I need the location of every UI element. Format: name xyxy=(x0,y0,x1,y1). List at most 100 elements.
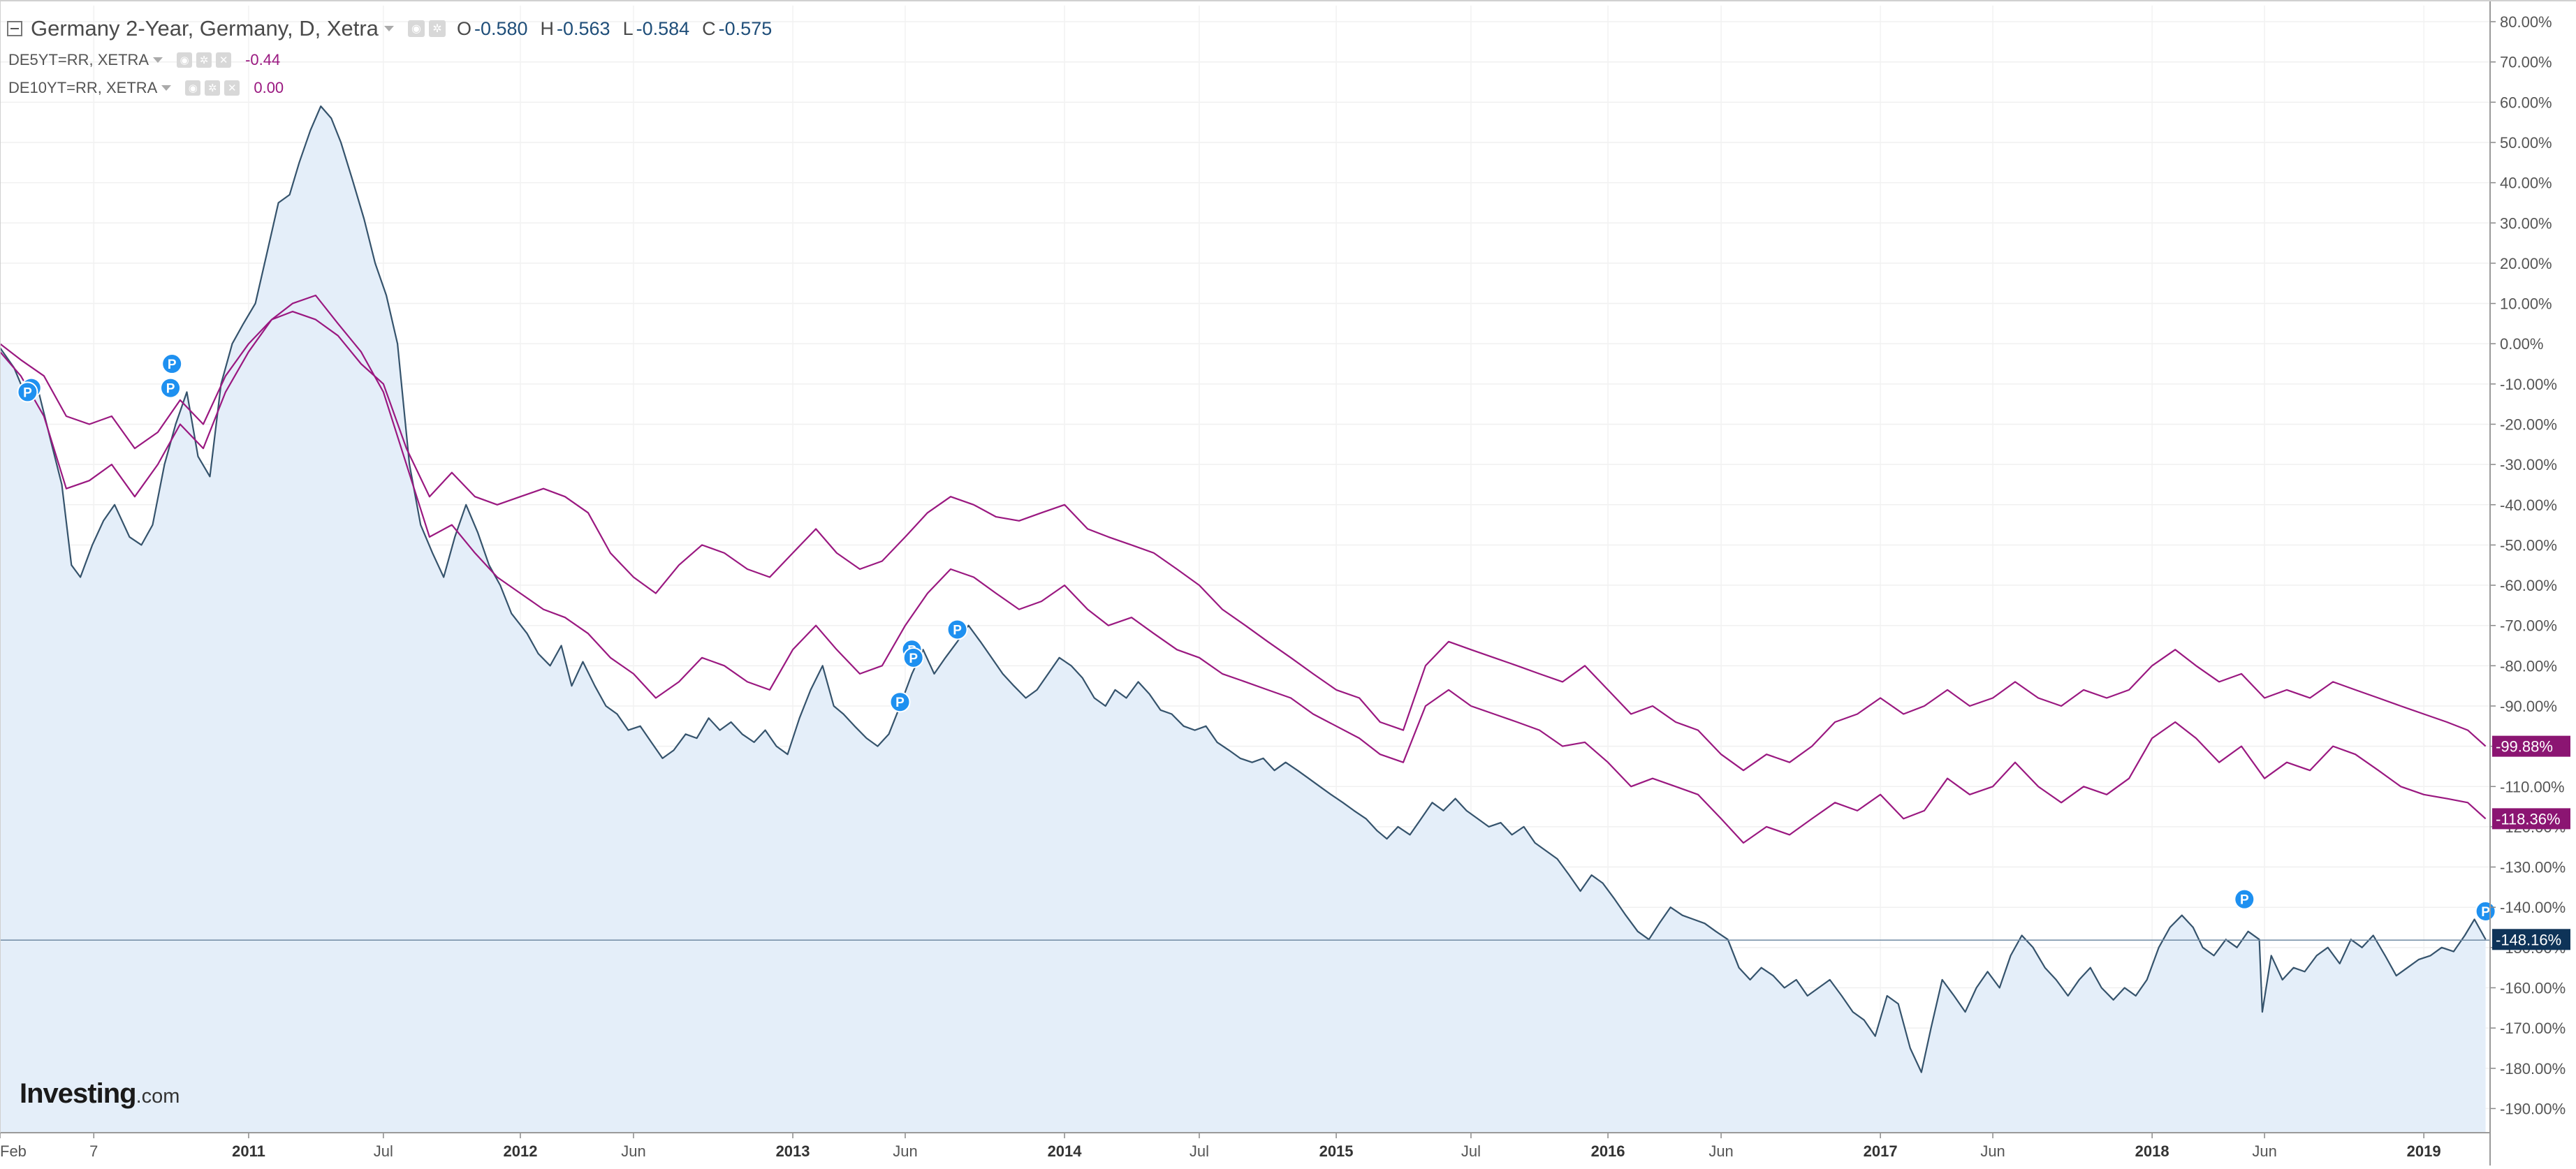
ohlc-close-value: -0.575 xyxy=(718,17,773,39)
y-tick-label: 10.00% xyxy=(2500,295,2552,313)
ohlc-low-value: -0.584 xyxy=(636,17,690,39)
event-marker-circle xyxy=(889,691,911,713)
event-marker-label: P xyxy=(168,358,177,372)
ohlc-open-key: O xyxy=(456,17,471,39)
y-tick-label: 80.00% xyxy=(2500,13,2552,31)
y-tick-label: -30.00% xyxy=(2500,456,2557,473)
x-tick-label: 2017 xyxy=(1864,1142,1898,1160)
main-series-title: Germany 2-Year, Germany, D, Xetra xyxy=(31,16,379,41)
gear-icon[interactable]: ✲ xyxy=(196,52,212,68)
main-series-area xyxy=(0,106,2486,1133)
ohlc-close-key: C xyxy=(702,17,716,39)
legend-main-row: Germany 2-Year, Germany, D, Xetra ◉ ✲ O … xyxy=(7,11,772,46)
event-marker-p: P xyxy=(902,647,924,668)
last-value-tag-label: -99.88% xyxy=(2496,738,2553,756)
overlay-menu-caret-icon[interactable] xyxy=(153,57,163,63)
overlay-series-line xyxy=(0,311,2487,772)
legend-overlay-row-de5y: DE5YT=RR, XETRA ◉ ✲ ✕ -0.44 xyxy=(7,46,772,74)
gear-icon[interactable]: ✲ xyxy=(428,20,446,37)
event-marker-label: P xyxy=(166,382,175,397)
minus-icon xyxy=(10,28,19,29)
event-marker-circle xyxy=(946,619,968,640)
main-series-line xyxy=(0,105,2487,1073)
logo-suffix: .com xyxy=(136,1085,180,1108)
y-tick-label: -40.00% xyxy=(2500,497,2557,514)
overlay-series-line xyxy=(0,294,2487,844)
x-tick-label: Jul xyxy=(374,1142,393,1160)
y-tick-label: 30.00% xyxy=(2500,214,2552,232)
y-tick-label: -10.00% xyxy=(2500,376,2557,393)
event-marker-p: P xyxy=(889,691,911,713)
eye-icon[interactable]: ◉ xyxy=(177,52,193,68)
eye-icon[interactable]: ◉ xyxy=(185,80,201,96)
x-tick-label: Jul xyxy=(1461,1142,1481,1160)
event-marker-p: P xyxy=(946,619,968,640)
x-tick-label: Jun xyxy=(2252,1142,2276,1160)
ohlc-high-key: H xyxy=(540,17,555,39)
overlay-value: -0.44 xyxy=(245,51,281,68)
series-menu-caret-icon[interactable] xyxy=(383,26,394,31)
x-tick-label: 7 xyxy=(89,1142,98,1160)
close-icon[interactable]: ✕ xyxy=(216,52,232,68)
x-tick-label: Jun xyxy=(1708,1142,1733,1160)
gear-icon[interactable]: ✲ xyxy=(205,80,221,96)
y-tick-label: -90.00% xyxy=(2500,698,2557,715)
x-tick-label: 2019 xyxy=(2407,1142,2441,1160)
y-tick-label: -80.00% xyxy=(2500,657,2557,675)
y-tick-label: 20.00% xyxy=(2500,255,2552,272)
y-tick-label: -140.00% xyxy=(2500,899,2566,916)
event-marker-label: P xyxy=(2240,893,2249,908)
event-marker-circle xyxy=(161,353,183,375)
y-tick-label: -180.00% xyxy=(2500,1060,2566,1078)
last-value-tag-label: -118.36% xyxy=(2496,810,2561,828)
last-value-tag: -118.36% xyxy=(2492,808,2570,830)
overlay-title: DE10YT=RR, XETRA xyxy=(8,79,158,96)
close-icon[interactable]: ✕ xyxy=(224,80,240,96)
event-marker-p: P xyxy=(2234,888,2255,910)
overlay-title: DE5YT=RR, XETRA xyxy=(8,51,149,68)
last-value-tag-box xyxy=(2492,808,2570,830)
overlay-value: 0.00 xyxy=(254,79,284,96)
x-tick-label: 2015 xyxy=(1319,1142,1354,1160)
event-marker-p: P xyxy=(160,377,182,399)
x-tick-label: 2012 xyxy=(503,1142,537,1160)
last-value-tag: -148.16% xyxy=(2492,929,2570,950)
x-tick-label: 2013 xyxy=(776,1142,810,1160)
x-tick-label: Feb xyxy=(0,1142,27,1160)
event-marker-label: P xyxy=(2481,905,2490,920)
event-marker-label: P xyxy=(23,385,32,400)
ohlc-high-value: -0.563 xyxy=(557,17,610,39)
series-lines xyxy=(0,105,2487,1073)
area-fill xyxy=(0,106,2486,1133)
x-tick-label: Jun xyxy=(893,1142,917,1160)
collapse-legend-button[interactable] xyxy=(7,21,22,36)
event-marker-label: P xyxy=(953,623,962,638)
y-tick-label: 40.00% xyxy=(2500,175,2552,192)
y-tick-label: -60.00% xyxy=(2500,577,2557,594)
event-marker-p: P xyxy=(161,353,183,375)
x-tick-label: 2018 xyxy=(2135,1142,2169,1160)
legend-overlay-row-de10y: DE10YT=RR, XETRA ◉ ✲ ✕ 0.00 xyxy=(7,74,772,102)
logo-name: Investing xyxy=(20,1078,137,1109)
event-marker-p: P xyxy=(2475,900,2496,922)
ohlc-open-value: -0.580 xyxy=(474,17,528,39)
event-marker-label: P xyxy=(909,652,918,666)
overlay-menu-caret-icon[interactable] xyxy=(161,85,172,91)
legend: Germany 2-Year, Germany, D, Xetra ◉ ✲ O … xyxy=(7,11,772,102)
y-tick-label: -160.00% xyxy=(2500,979,2566,997)
y-tick-label: 70.00% xyxy=(2500,54,2552,71)
y-tick-label: 0.00% xyxy=(2500,335,2543,353)
investing-logo: Investing.com xyxy=(20,1078,180,1110)
x-tick-label: Jun xyxy=(1980,1142,2005,1160)
x-tick-label: Jun xyxy=(621,1142,645,1160)
y-tick-label: -110.00% xyxy=(2500,778,2565,795)
y-tick-label: -50.00% xyxy=(2500,536,2557,554)
last-value-tag-label: -148.16% xyxy=(2496,931,2561,948)
event-marker-circle xyxy=(17,381,38,403)
y-tick-label: -130.00% xyxy=(2500,859,2566,876)
last-value-tag-box xyxy=(2492,929,2570,950)
eye-icon[interactable]: ◉ xyxy=(407,20,425,37)
